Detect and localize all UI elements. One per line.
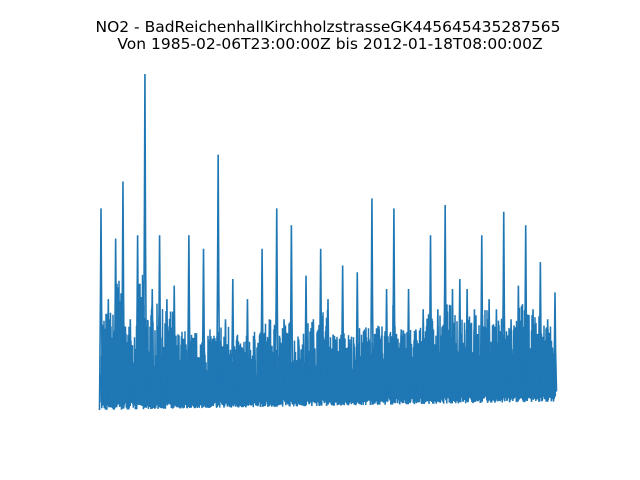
series-peak: [149, 289, 155, 410]
series-peak: [135, 235, 140, 410]
series-peak: [508, 319, 514, 403]
series-peak: [274, 208, 280, 407]
series-peak: [479, 235, 485, 403]
series-peak: [457, 278, 463, 404]
series-peak: [376, 329, 382, 405]
series-peak: [208, 336, 214, 408]
series-peak: [391, 208, 397, 405]
series-peak: [333, 339, 338, 406]
series-peak: [523, 225, 529, 403]
series-peak: [303, 275, 309, 407]
series-peak: [164, 299, 170, 409]
series-peak: [179, 336, 184, 409]
series-peak: [201, 248, 206, 409]
series-peak: [171, 285, 177, 409]
series-peak: [223, 319, 228, 408]
series-peak: [406, 289, 411, 405]
series-peak: [369, 198, 375, 405]
series-peak: [237, 346, 243, 408]
series-peak: [413, 329, 419, 405]
series-peak: [435, 309, 441, 404]
series-peak: [428, 235, 433, 404]
series-peak: [289, 225, 294, 407]
series-peak: [420, 309, 426, 405]
series-peak: [354, 272, 360, 406]
chart-title: NO2 - BadReichenhallKirchholzstrasseGK44…: [95, 18, 561, 36]
series-peak: [530, 309, 536, 403]
series-peak: [281, 319, 287, 407]
series-peak: [311, 319, 316, 407]
series-line: [100, 274, 557, 410]
series-peak: [464, 289, 470, 404]
series-peak: [142, 73, 148, 410]
series-peak: [98, 208, 104, 411]
series-peak: [472, 309, 477, 404]
series-peak: [340, 265, 345, 406]
series-peak: [157, 235, 162, 409]
series-peak: [516, 285, 521, 403]
series-peak: [318, 248, 323, 406]
series-peak: [538, 262, 543, 402]
series-peak: [120, 181, 126, 410]
series-peak: [398, 329, 404, 405]
series-peak: [362, 329, 367, 406]
series-peak: [113, 238, 118, 410]
series-peak: [193, 339, 199, 409]
series-peak: [494, 309, 499, 403]
chart-subtitle: Von 1985-02-06T23:00:00Z bis 2012-01-18T…: [117, 35, 543, 53]
series-peak: [347, 339, 353, 406]
series-peak: [552, 292, 558, 402]
series-peak: [296, 339, 302, 407]
series-peak: [450, 289, 455, 404]
series-peak: [442, 205, 448, 404]
series-peak: [486, 299, 492, 403]
series-peak: [384, 289, 389, 405]
series-peak: [259, 248, 265, 408]
series-peak: [501, 211, 507, 403]
series-peak: [545, 319, 550, 402]
series-peak: [127, 319, 133, 410]
series-peak: [215, 154, 221, 408]
series-peak: [267, 319, 272, 407]
series-peak: [186, 235, 192, 409]
series-peak: [252, 339, 258, 408]
series-peak: [245, 299, 250, 408]
series-peak: [230, 278, 236, 408]
series-peak: [106, 299, 111, 410]
series-peak: [325, 299, 331, 406]
